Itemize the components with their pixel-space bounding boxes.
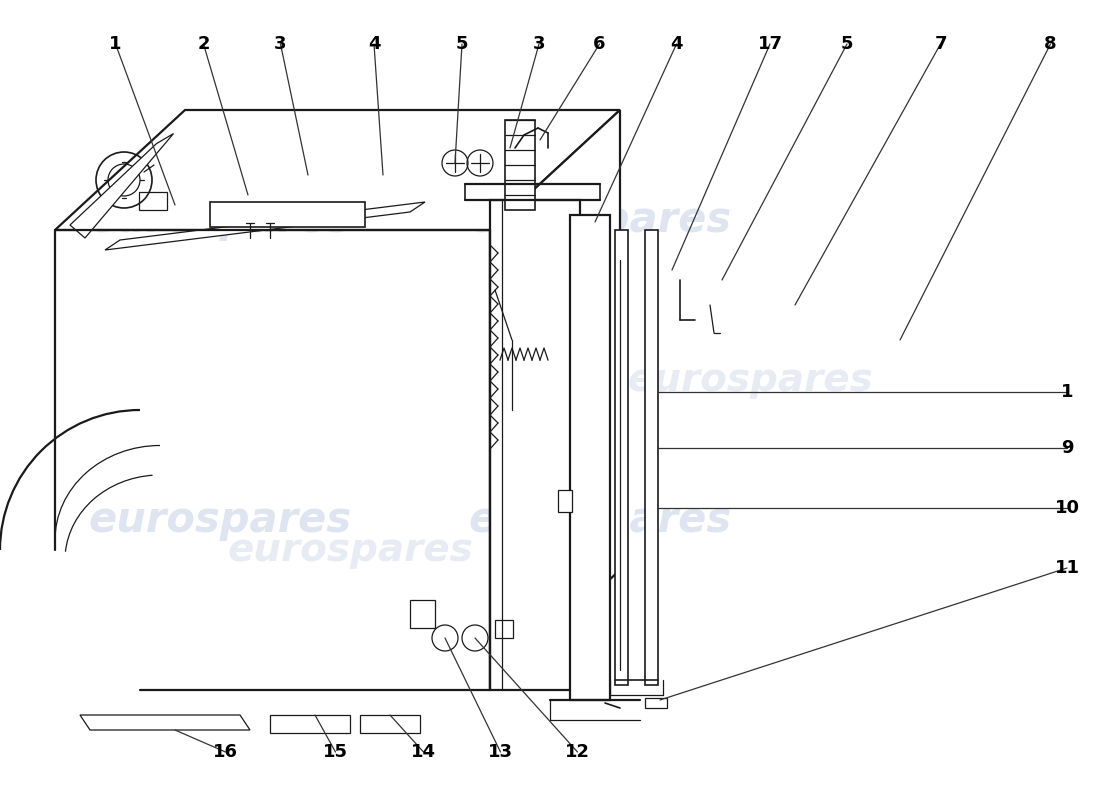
- Text: 17: 17: [758, 35, 782, 53]
- Text: 3: 3: [274, 35, 287, 53]
- Text: 12: 12: [565, 743, 590, 761]
- Bar: [210, 202, 365, 227]
- Bar: [490, 200, 580, 690]
- Text: 15: 15: [323, 743, 348, 761]
- Polygon shape: [490, 110, 620, 690]
- Text: 7: 7: [934, 35, 947, 53]
- Text: 13: 13: [488, 743, 513, 761]
- Text: eurospares: eurospares: [469, 499, 732, 541]
- Text: 3: 3: [532, 35, 546, 53]
- Text: 4: 4: [670, 35, 683, 53]
- Text: 14: 14: [411, 743, 436, 761]
- Text: 6: 6: [593, 35, 606, 53]
- Bar: [615, 230, 628, 685]
- Polygon shape: [55, 110, 620, 230]
- Text: 1: 1: [1060, 383, 1074, 401]
- Bar: [139, 192, 167, 210]
- Text: 16: 16: [213, 743, 238, 761]
- Text: 9: 9: [1060, 439, 1074, 457]
- Bar: [410, 600, 435, 628]
- Bar: [645, 698, 667, 708]
- Text: 1: 1: [109, 35, 122, 53]
- Text: eurospares: eurospares: [88, 199, 352, 241]
- Bar: [645, 230, 658, 685]
- Text: eurospares: eurospares: [227, 531, 473, 569]
- Bar: [360, 715, 420, 733]
- Text: 2: 2: [197, 35, 210, 53]
- Text: 4: 4: [367, 35, 381, 53]
- Text: eurospares: eurospares: [469, 199, 732, 241]
- Bar: [570, 215, 611, 700]
- Bar: [270, 715, 350, 733]
- Bar: [558, 490, 572, 512]
- Text: eurospares: eurospares: [88, 499, 352, 541]
- Text: 5: 5: [455, 35, 469, 53]
- Polygon shape: [104, 202, 425, 250]
- Text: 11: 11: [1055, 559, 1079, 577]
- Polygon shape: [80, 715, 250, 730]
- Text: 5: 5: [840, 35, 854, 53]
- Text: 8: 8: [1044, 35, 1057, 53]
- Bar: [495, 620, 513, 638]
- Text: 10: 10: [1055, 499, 1079, 517]
- Bar: [505, 120, 535, 210]
- Text: eurospares: eurospares: [627, 361, 873, 399]
- Polygon shape: [70, 134, 174, 238]
